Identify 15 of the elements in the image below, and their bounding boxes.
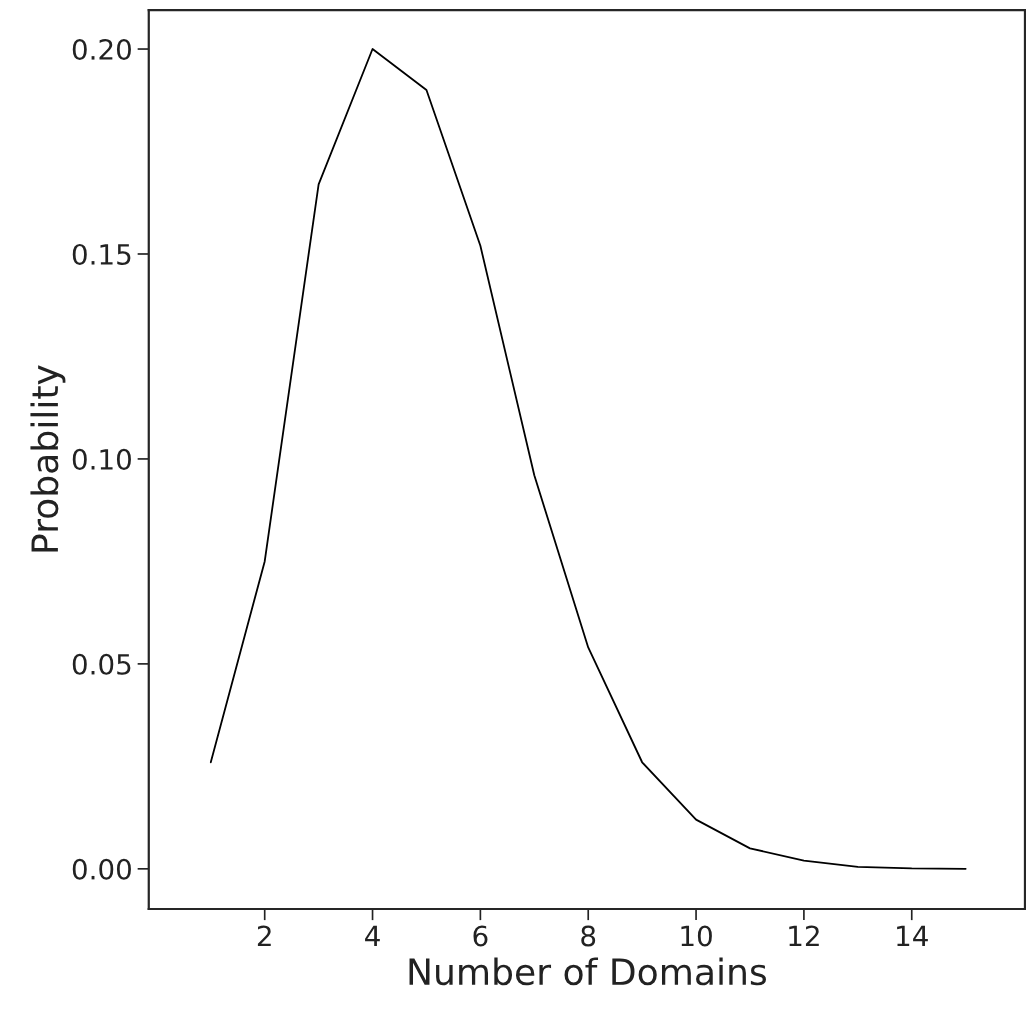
x-tick-label: 2 <box>257 925 271 947</box>
x-tick-label: 14 <box>897 925 928 947</box>
y-tick-label: 0.00 <box>72 858 131 880</box>
y-tick-label: 0.10 <box>72 448 131 470</box>
line-series <box>209 48 967 870</box>
x-tick-label: 4 <box>365 925 380 947</box>
y-tick-label: 0.15 <box>72 243 131 265</box>
x-tick-label: 10 <box>681 925 712 947</box>
x-tick-label: 12 <box>789 925 819 947</box>
x-tick-label: 6 <box>473 925 488 947</box>
y-tick-label: 0.05 <box>72 653 131 675</box>
x-tick-label: 8 <box>581 925 596 947</box>
x-axis-title: Number of Domains <box>409 957 766 986</box>
y-axis-title: Probability <box>30 365 66 552</box>
y-tick-label: 0.20 <box>72 38 131 60</box>
